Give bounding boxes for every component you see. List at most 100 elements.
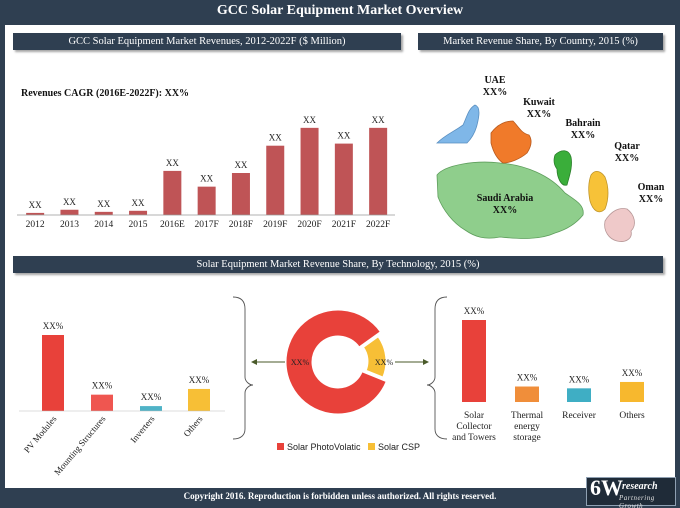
- legend-label-csp: Solar CSP: [378, 442, 420, 452]
- revenue-data-label: XX: [234, 160, 247, 170]
- revenue-data-label: XX: [269, 133, 282, 143]
- technology-share-header: Solar Equipment Market Revenue Share, By…: [13, 256, 663, 273]
- pv-bar: [188, 388, 210, 411]
- qatar-label: Qatar: [614, 141, 640, 152]
- revenue-tick-label: 2019F: [263, 220, 287, 230]
- revenue-bar: [129, 210, 148, 215]
- revenue-bar: [300, 127, 319, 215]
- pv-tick-label: Mounting Structures: [52, 413, 108, 477]
- donut-slice-csp: [362, 336, 387, 378]
- saudi-arabia-label: Saudi Arabia: [477, 193, 533, 204]
- csp-bar: [620, 381, 644, 402]
- revenue-chart-header: GCC Solar Equipment Market Revenues, 201…: [13, 33, 401, 50]
- bahrain-value: XX%: [571, 130, 595, 141]
- revenue-data-label: XX: [63, 197, 76, 207]
- pv-bracket: [232, 296, 254, 440]
- pv-tick-label: PV Modules: [22, 413, 59, 454]
- cagr-annotation: Revenues CAGR (2016E-2022F): XX%: [21, 88, 189, 99]
- logo-tagline: Partnering Growth: [619, 494, 655, 508]
- donut-label-pv: XX%: [291, 358, 310, 367]
- region-bahrain[interactable]: [553, 150, 572, 186]
- pv-tick-label: Inverters: [128, 413, 157, 444]
- revenue-bar: [26, 212, 45, 215]
- csp-arrow-head: [423, 359, 429, 365]
- revenue-data-label: XX: [200, 174, 213, 184]
- revenue-tick-label: 2014: [94, 220, 113, 230]
- revenue-bar: [94, 211, 113, 215]
- pv-data-label: XX%: [92, 381, 113, 391]
- legend-swatch-pv: [277, 443, 284, 450]
- revenue-data-label: XX: [166, 158, 179, 168]
- revenue-tick-label: 2022F: [366, 220, 390, 230]
- revenue-data-label: XX: [29, 200, 42, 210]
- region-saudi-arabia[interactable]: [436, 161, 584, 239]
- oman-label: Oman: [638, 182, 665, 193]
- revenue-tick-label: 2016E: [160, 220, 185, 230]
- csp-breakdown-bars: XX% Solar Collector and Towers XX% Thermal ene…: [452, 306, 645, 443]
- revenue-tick-label: 2012: [26, 220, 45, 230]
- donut-label-csp: XX%: [375, 358, 394, 367]
- csp-bar: [462, 320, 486, 402]
- saudi-arabia-value: XX%: [493, 205, 517, 216]
- revenue-tick-label: 2021F: [332, 220, 356, 230]
- footer-copyright: Copyright 2016. Reproduction is forbidde…: [183, 491, 497, 501]
- legend-swatch-csp: [368, 443, 375, 450]
- csp-tick-label: Solar Collector and Towers: [452, 411, 496, 443]
- pv-arrow-head: [251, 359, 257, 365]
- technology-donut: XX% XX%: [285, 309, 394, 415]
- charts-canvas: Revenues CAGR (2016E-2022F): XX% XX 2012 X…: [17, 75, 665, 477]
- revenue-tick-label: 2013: [60, 220, 79, 230]
- revenue-data-label: XX: [337, 131, 350, 141]
- csp-tick-label: Others: [619, 411, 645, 421]
- logo-word: research: [622, 481, 658, 492]
- kuwait-label: Kuwait: [523, 97, 555, 108]
- revenue-bars: XX 2012 XX 2013 XX 2014 XX 2015 XX 2016E XX 2017F XX…: [26, 115, 391, 230]
- pv-data-label: XX%: [141, 392, 162, 402]
- logo-mark: 6W: [590, 475, 623, 500]
- csp-bracket: [426, 296, 448, 440]
- pv-data-label: XX%: [189, 375, 210, 385]
- revenue-data-label: XX: [303, 115, 316, 125]
- revenue-bar: [197, 186, 216, 215]
- revenue-bar: [60, 209, 79, 215]
- revenue-bar: [163, 170, 182, 215]
- revenue-data-label: XX: [132, 198, 145, 208]
- csp-bar: [515, 386, 539, 402]
- csp-tick-label: Receiver: [562, 411, 597, 421]
- region-oman[interactable]: [604, 208, 635, 242]
- pv-data-label: XX%: [43, 321, 64, 331]
- region-uae[interactable]: [436, 104, 480, 144]
- region-qatar[interactable]: [588, 171, 609, 213]
- logo: 6W research Partnering Growth: [586, 475, 676, 508]
- pv-bar: [91, 394, 113, 411]
- gcc-map: UAE XX% Kuwait XX% Bahrain XX% Qatar XX%…: [436, 75, 665, 242]
- csp-data-label: XX%: [569, 374, 590, 384]
- pv-breakdown-bars: XX% PV Modules XX% Mounting Structures XX% In…: [22, 321, 210, 477]
- pv-bar: [42, 335, 64, 411]
- region-kuwait[interactable]: [490, 120, 532, 164]
- revenue-bar: [231, 173, 250, 215]
- csp-tick-label: Thermal energy storage: [511, 411, 544, 443]
- page-title: GCC Solar Equipment Market Overview: [216, 3, 464, 18]
- donut-slice-pv: [285, 309, 387, 415]
- pv-bar: [140, 406, 162, 411]
- qatar-value: XX%: [615, 153, 639, 164]
- revenue-bar: [334, 143, 353, 215]
- revenue-data-label: XX: [372, 115, 385, 125]
- bahrain-label: Bahrain: [565, 118, 600, 129]
- revenue-bar: [266, 145, 285, 215]
- revenue-tick-label: 2015: [129, 220, 148, 230]
- pv-tick-label: Others: [181, 413, 204, 438]
- country-share-header: Market Revenue Share, By Country, 2015 (…: [418, 33, 663, 50]
- revenue-data-label: XX: [97, 199, 110, 209]
- content-panel: GCC Solar Equipment Market Revenues, 201…: [5, 25, 675, 488]
- csp-data-label: XX%: [517, 373, 538, 383]
- revenue-tick-label: 2020F: [297, 220, 321, 230]
- revenue-bar: [369, 127, 388, 215]
- uae-label: UAE: [484, 75, 505, 86]
- csp-data-label: XX%: [622, 368, 643, 378]
- kuwait-value: XX%: [527, 109, 551, 120]
- uae-value: XX%: [483, 87, 507, 98]
- csp-bar: [567, 388, 591, 402]
